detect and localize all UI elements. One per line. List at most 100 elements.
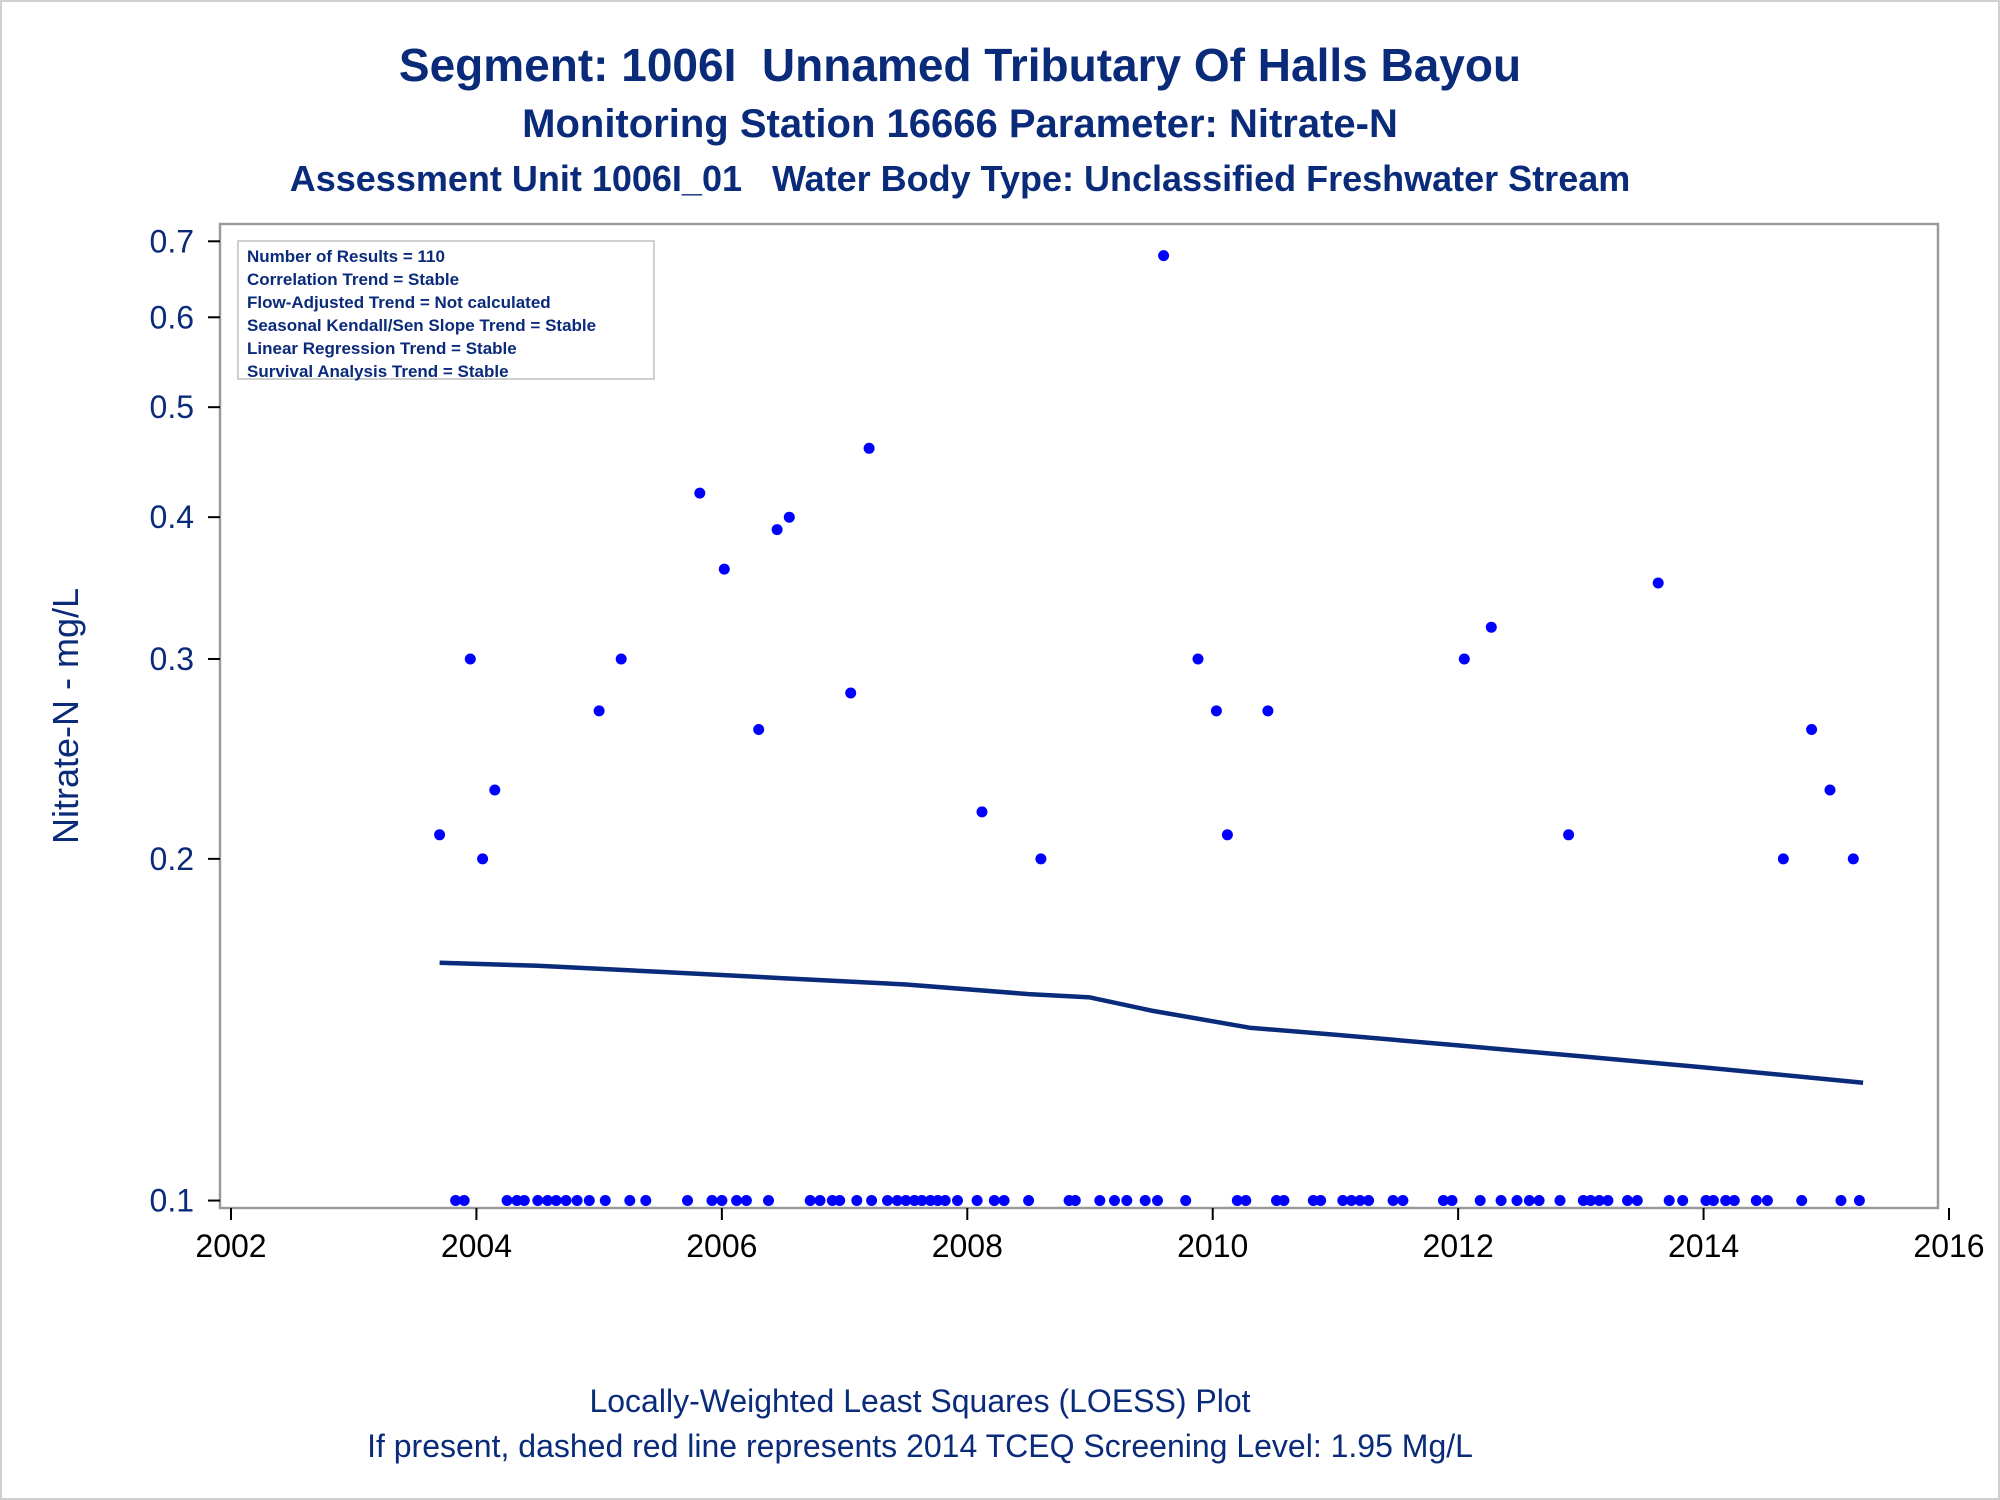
data-point (976, 806, 988, 818)
data-point (1337, 1195, 1349, 1206)
data-point (1777, 853, 1789, 865)
data-point (866, 1195, 878, 1206)
data-point (1593, 1195, 1605, 1206)
data-point (900, 1195, 912, 1206)
data-point (599, 1195, 611, 1206)
y-tick-label: 0.4 (150, 499, 194, 535)
data-point (1094, 1195, 1106, 1206)
trend-stats-box: Number of Results = 110 Correlation Tren… (237, 240, 655, 381)
data-point (571, 1195, 583, 1206)
data-point (1221, 829, 1233, 841)
data-point (1180, 1195, 1192, 1206)
data-point (763, 1195, 774, 1206)
data-point (1728, 1195, 1740, 1206)
data-point (542, 1195, 554, 1206)
x-tick-label: 2002 (195, 1228, 266, 1264)
x-tick-label: 2006 (686, 1228, 757, 1264)
data-point (1262, 705, 1274, 717)
data-point (851, 1195, 863, 1206)
data-point (1158, 250, 1170, 262)
data-point (1363, 1195, 1375, 1206)
data-point (1523, 1195, 1535, 1206)
data-point (1761, 1195, 1773, 1206)
x-tick-label: 2014 (1668, 1228, 1739, 1264)
data-point (1345, 1195, 1357, 1206)
data-point (952, 1195, 963, 1206)
data-point (1397, 1195, 1409, 1206)
data-point (1835, 1195, 1847, 1206)
data-point (1853, 1195, 1865, 1206)
data-point (615, 653, 627, 665)
data-point (740, 1195, 752, 1206)
chart-title: Segment: 1006I Unnamed Tributary Of Hall… (398, 39, 1522, 91)
data-point (434, 829, 446, 841)
data-point (916, 1195, 928, 1206)
data-point (458, 1195, 470, 1206)
data-point (624, 1195, 636, 1206)
x-tick-label: 2008 (932, 1228, 1003, 1264)
data-point (1315, 1195, 1327, 1206)
data-point (532, 1195, 544, 1206)
y-tick-label: 0.7 (150, 223, 194, 259)
data-point (560, 1195, 572, 1206)
data-point (939, 1195, 951, 1206)
chart-subtitle-2: Assessment Unit 1006I_01 Water Body Type… (289, 158, 1631, 199)
data-point (1210, 705, 1222, 717)
data-point (1387, 1195, 1399, 1206)
data-point (1474, 1195, 1486, 1206)
data-point (891, 1195, 903, 1206)
data-point (1750, 1195, 1762, 1206)
x-tick-label: 2012 (1423, 1228, 1494, 1264)
data-point (845, 687, 857, 699)
data-point (1806, 724, 1818, 735)
data-point (640, 1195, 652, 1206)
data-point (716, 1195, 728, 1206)
x-tick-label: 2004 (441, 1228, 512, 1264)
data-point (1652, 577, 1664, 589)
data-point (1121, 1195, 1133, 1206)
data-point (1240, 1195, 1252, 1206)
data-point (682, 1195, 693, 1206)
data-point (1824, 784, 1836, 796)
data-point (1585, 1195, 1597, 1206)
stat-flow-adjusted-trend: Flow-Adjusted Trend = Not calculated (247, 293, 551, 312)
y-tick-label: 0.3 (150, 641, 194, 677)
y-axis-label: Nitrate-N - mg/L (45, 588, 86, 844)
data-point (1602, 1195, 1614, 1206)
data-point (771, 524, 783, 536)
data-point (988, 1195, 1000, 1206)
y-tick-label: 0.6 (150, 299, 194, 335)
data-point (583, 1195, 595, 1206)
data-point (501, 1195, 513, 1206)
data-point (731, 1195, 743, 1206)
data-point (1485, 621, 1497, 633)
data-point (1192, 653, 1204, 665)
data-point (1677, 1195, 1689, 1206)
data-point (1720, 1195, 1732, 1206)
data-point (1278, 1195, 1290, 1206)
data-point (718, 563, 730, 575)
data-point (1533, 1195, 1545, 1206)
data-point (1458, 653, 1470, 665)
stat-seasonal-kendall-trend: Seasonal Kendall/Sen Slope Trend = Stabl… (247, 316, 597, 335)
data-point (1495, 1195, 1507, 1206)
data-point (706, 1195, 718, 1206)
data-point (518, 1195, 530, 1206)
stat-correlation-trend: Correlation Trend = Stable (247, 270, 460, 289)
footnote-loess: Locally-Weighted Least Squares (LOESS) P… (589, 1383, 1251, 1419)
data-point (1109, 1195, 1120, 1206)
data-point (814, 1195, 826, 1206)
data-point (1563, 829, 1575, 841)
data-point (1631, 1195, 1643, 1206)
data-point (1231, 1195, 1243, 1206)
y-tick-label: 0.1 (150, 1183, 194, 1219)
loess-line (439, 960, 1864, 1085)
y-tick-label: 0.5 (150, 389, 194, 425)
data-point (1847, 853, 1859, 865)
data-point (1139, 1195, 1151, 1206)
x-tick-label: 2010 (1177, 1228, 1248, 1264)
plot-area (218, 222, 1940, 1210)
data-point (1622, 1195, 1633, 1206)
